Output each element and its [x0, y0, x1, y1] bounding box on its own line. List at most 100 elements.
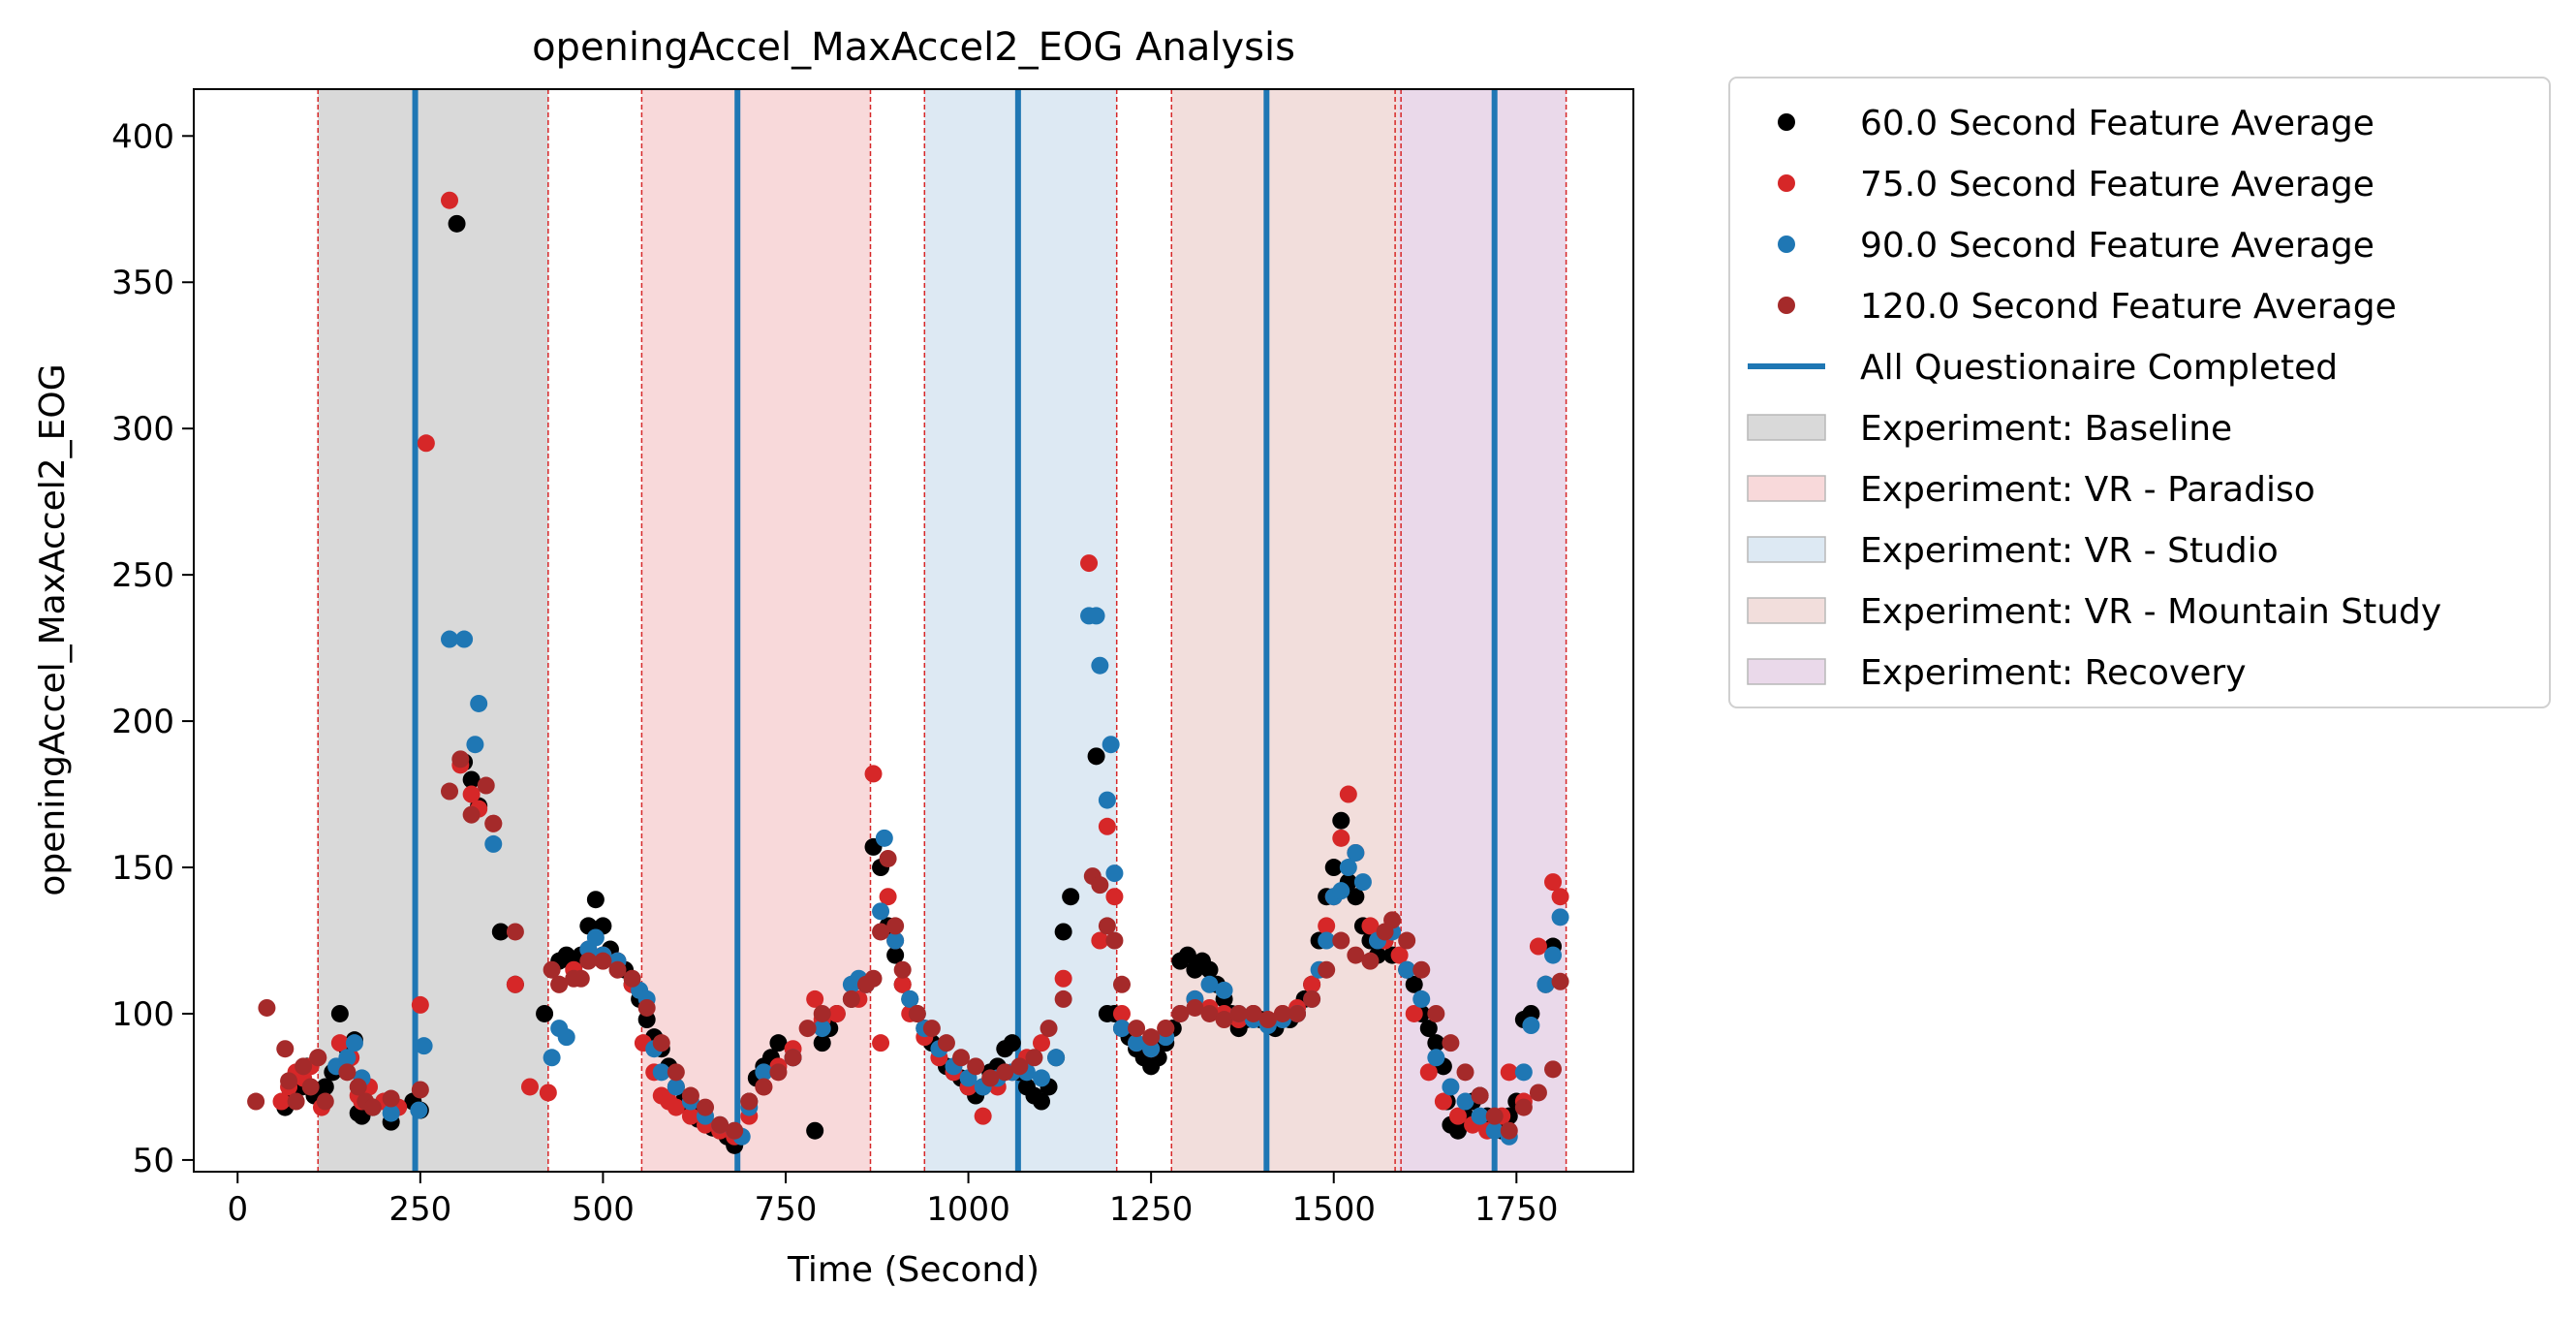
point-s4-74: [1244, 1004, 1262, 1022]
legend-item-experiment-baseline: Experiment: Baseline: [1747, 409, 2232, 449]
legend-marker: [1778, 113, 1795, 131]
point-s1-89: [1062, 888, 1080, 906]
point-s4-81: [1347, 946, 1365, 964]
point-s4-41: [798, 1020, 817, 1038]
point-s4-68: [1157, 1020, 1175, 1038]
point-s4-72: [1215, 1011, 1233, 1029]
point-s4-66: [1128, 1020, 1146, 1038]
point-s4-10: [338, 1063, 357, 1082]
point-s3-24: [667, 1078, 685, 1096]
legend: 60.0 Second Feature Average 75.0 Second F…: [1728, 77, 2551, 708]
point-s3-11: [470, 694, 488, 712]
point-s2-52: [893, 975, 912, 993]
point-s2-8: [330, 1034, 349, 1052]
point-s1-81: [1003, 1034, 1021, 1052]
point-s2-1: [272, 1092, 291, 1111]
point-s4-85: [1398, 931, 1416, 950]
point-s2-68: [1112, 1004, 1131, 1022]
point-s4-75: [1258, 1011, 1277, 1029]
legend-marker: [1747, 597, 1826, 624]
legend-marker: [1747, 658, 1826, 685]
point-s3-10: [466, 736, 484, 754]
questionnaire-lines: [412, 89, 1498, 1172]
point-s4-15: [411, 1081, 429, 1099]
point-s4-9: [316, 1092, 334, 1111]
point-s2-19: [462, 785, 481, 803]
point-s2-58: [974, 1107, 992, 1125]
plot-frame: [193, 88, 1634, 1173]
legend-label: All Questionaire Completed: [1860, 348, 2338, 388]
point-s4-55: [981, 1069, 1000, 1087]
y-tick-label-400: 400: [111, 117, 174, 156]
legend-marker: [1747, 475, 1826, 502]
point-s4-16: [441, 782, 459, 801]
legend-item-experiment-vr-studio: Experiment: VR - Studio: [1747, 531, 2279, 571]
point-s4-27: [594, 952, 612, 970]
point-s4-49: [893, 960, 912, 979]
point-s4-50: [908, 1004, 926, 1022]
point-s3-80: [1398, 960, 1416, 979]
legend-marker: [1778, 174, 1795, 192]
legend-marker: [1747, 536, 1826, 563]
point-s4-14: [382, 1089, 400, 1108]
legend-marker: [1747, 414, 1826, 441]
point-s4-38: [755, 1078, 773, 1096]
point-s3-76: [1347, 843, 1365, 862]
point-s3-40: [901, 989, 919, 1008]
point-s2-65: [1091, 931, 1109, 950]
point-s2-84: [1332, 829, 1350, 847]
point-s4-52: [937, 1034, 955, 1052]
point-s3-50: [1047, 1049, 1066, 1067]
point-s3-39: [886, 931, 905, 950]
point-s4-94: [1529, 1083, 1547, 1102]
point-s1-30: [586, 891, 605, 909]
point-s4-77: [1288, 1004, 1307, 1022]
point-s4-92: [1500, 1121, 1518, 1140]
x-axis-ticks: 0 250 500 750 1000 1250 1500 1750: [227, 1172, 1559, 1229]
point-s3-9: [455, 630, 474, 648]
point-s4-39: [769, 1063, 788, 1082]
point-s4-45: [864, 969, 883, 988]
point-s2-87: [1361, 917, 1380, 935]
point-s4-46: [872, 923, 890, 941]
point-s3-90: [1536, 975, 1555, 993]
point-s4-79: [1318, 960, 1336, 979]
point-s4-76: [1273, 1004, 1291, 1022]
point-s4-80: [1332, 931, 1350, 950]
point-s3-82: [1427, 1049, 1445, 1067]
legend-label: 120.0 Second Feature Average: [1860, 287, 2397, 327]
point-s2-100: [1544, 873, 1563, 892]
point-s4-5: [287, 1092, 305, 1111]
experiment-band-1: [318, 89, 548, 1172]
point-s3-63: [1200, 975, 1219, 993]
point-s4-25: [572, 969, 590, 988]
point-s3-55: [1102, 736, 1120, 754]
experiment-band-5: [1398, 89, 1567, 1172]
point-s4-62: [1091, 876, 1109, 895]
point-s1-9: [330, 1004, 349, 1022]
y-tick-label-300: 300: [111, 410, 174, 449]
point-s2-81: [1303, 975, 1321, 993]
point-s2-49: [872, 1034, 890, 1052]
point-s1-24: [536, 1004, 554, 1022]
point-s2-16: [417, 434, 435, 453]
point-s4-91: [1485, 1107, 1504, 1125]
point-s3-91: [1544, 946, 1563, 964]
point-s2-91: [1419, 1063, 1438, 1082]
point-s4-60: [1054, 989, 1072, 1008]
point-s3-64: [1215, 981, 1233, 999]
x-tick-label-750: 750: [755, 1190, 818, 1229]
point-s4-6: [295, 1057, 313, 1076]
point-s4-70: [1186, 998, 1204, 1017]
point-s4-4: [280, 1072, 298, 1090]
point-s3-8: [441, 630, 459, 648]
point-s2-17: [441, 191, 459, 209]
point-s1-130: [1405, 975, 1423, 993]
point-s3-85: [1471, 1107, 1489, 1125]
point-s4-17: [451, 750, 470, 769]
legend-label: Experiment: VR - Paradiso: [1860, 470, 2315, 510]
point-s2-99: [1529, 937, 1547, 956]
point-s2-101: [1551, 888, 1569, 906]
legend-item-experiment-vr-mountain-study: Experiment: VR - Mountain Study: [1747, 592, 2441, 632]
point-s2-15: [411, 995, 429, 1014]
